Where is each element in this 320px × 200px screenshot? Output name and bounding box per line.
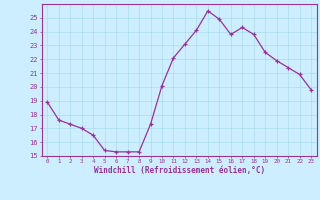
X-axis label: Windchill (Refroidissement éolien,°C): Windchill (Refroidissement éolien,°C) [94,166,265,175]
